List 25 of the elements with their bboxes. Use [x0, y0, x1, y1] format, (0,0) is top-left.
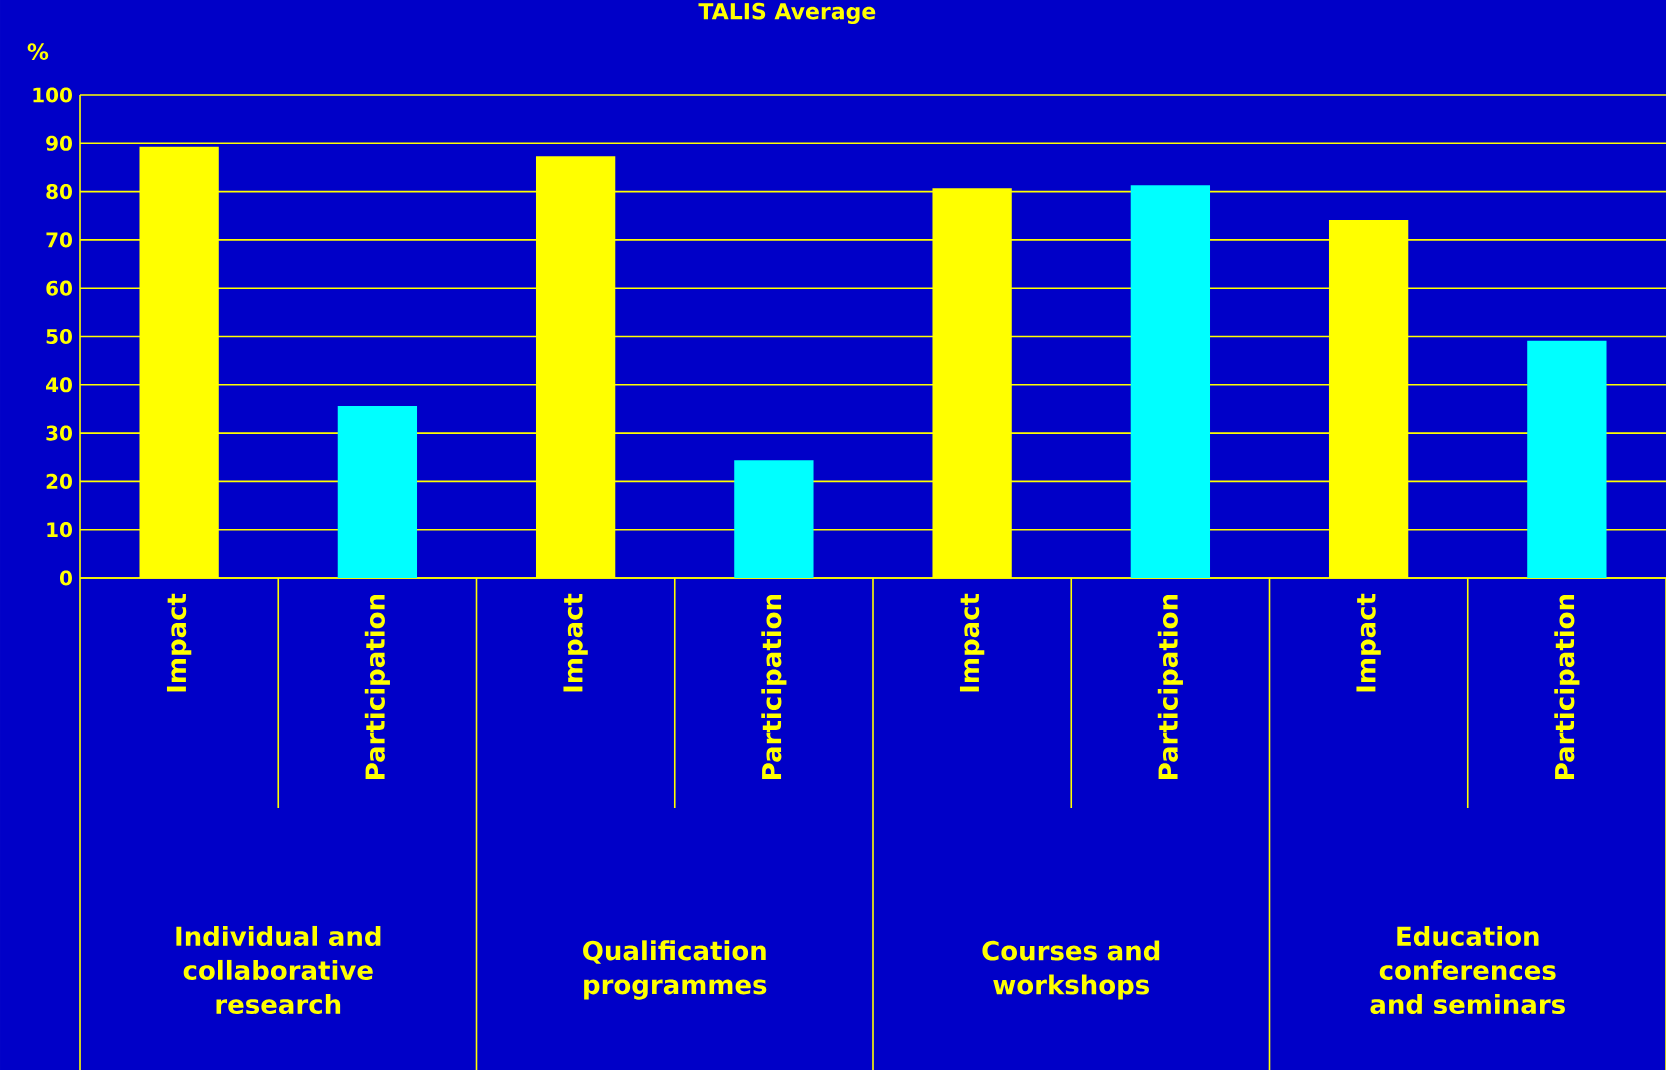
text: Individual and collaborative research	[176, 925, 381, 1015]
x-tick-label: Impact	[166, 593, 192, 692]
y-axis-title: %	[27, 43, 49, 60]
text: Courses and workshops	[982, 940, 1160, 1000]
x-tick-label: Participation	[364, 595, 390, 779]
y-tick-label: 10	[47, 522, 72, 538]
y-tick-label: 80	[46, 184, 72, 200]
y-tick-label: 20	[46, 473, 72, 489]
y-tick-label: 0	[60, 570, 72, 586]
y-tick-label: 70	[46, 232, 72, 248]
y-tick-label: 50	[46, 328, 72, 345]
x-tick-label: Participation	[1157, 595, 1183, 779]
y-tick-label: 30	[46, 425, 72, 441]
x-tick-label: Impact	[959, 593, 985, 692]
text: Education conferences and seminars	[1370, 925, 1565, 1015]
x-tick-label: Impact	[1356, 593, 1381, 692]
chart-title: TALIS Average	[698, 2, 876, 24]
text: Qualification programmes	[583, 940, 767, 1000]
y-tick-label: 60	[46, 280, 72, 296]
y-tick-label: 40	[46, 377, 72, 393]
x-tick-label: Participation	[1554, 595, 1580, 779]
y-tick-label: 100	[33, 87, 72, 103]
x-tick-label: Participation	[761, 595, 787, 779]
y-tick-label: 90	[46, 135, 72, 151]
x-tick-label: Impact	[563, 593, 588, 692]
